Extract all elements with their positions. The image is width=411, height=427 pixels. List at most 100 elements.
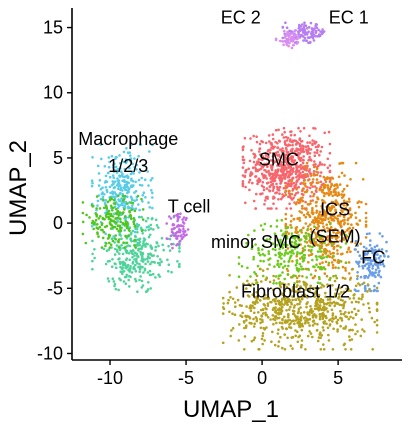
scatter-point: [245, 319, 248, 322]
scatter-point: [285, 295, 288, 299]
scatter-point: [274, 160, 278, 163]
scatter-point: [261, 228, 265, 231]
scatter-point: [285, 139, 289, 142]
scatter-point: [338, 303, 342, 307]
scatter-point: [315, 26, 319, 30]
scatter-point: [112, 202, 116, 205]
scatter-point: [268, 140, 271, 143]
scatter-point: [143, 178, 147, 181]
scatter-point: [312, 238, 316, 242]
scatter-point: [306, 186, 309, 189]
scatter-point: [337, 266, 340, 270]
scatter-point: [368, 257, 371, 261]
scatter-point: [311, 258, 314, 262]
scatter-point: [387, 255, 390, 258]
scatter-point: [312, 174, 316, 177]
scatter-point: [146, 271, 150, 274]
scatter-point: [125, 226, 129, 229]
scatter-point: [249, 309, 253, 313]
scatter-point: [157, 273, 160, 277]
scatter-point: [148, 150, 151, 153]
scatter-point: [119, 184, 122, 187]
scatter-point: [272, 202, 275, 205]
scatter-point: [321, 222, 325, 225]
scatter-point: [237, 339, 241, 342]
scatter-point: [149, 179, 153, 182]
scatter-point: [125, 182, 129, 186]
scatter-point: [118, 174, 121, 177]
scatter-point: [266, 316, 270, 319]
scatter-point: [272, 274, 275, 278]
scatter-point: [313, 322, 317, 325]
scatter-point: [363, 330, 366, 333]
scatter-point: [271, 314, 275, 317]
scatter-point: [101, 198, 105, 201]
scatter-point: [359, 242, 363, 246]
scatter-point: [332, 201, 335, 204]
scatter-point: [313, 292, 316, 295]
scatter-point: [273, 315, 277, 318]
scatter-point: [139, 143, 143, 146]
scatter-point: [258, 179, 261, 183]
scatter-point: [314, 23, 318, 26]
scatter-point: [269, 318, 272, 321]
scatter-point: [298, 201, 302, 204]
scatter-point: [88, 216, 91, 219]
scatter-point: [353, 307, 356, 311]
scatter-point: [131, 252, 135, 256]
scatter-point: [360, 318, 364, 321]
scatter-point: [251, 293, 255, 297]
scatter-point: [323, 302, 326, 306]
scatter-point: [279, 285, 283, 289]
scatter-point: [299, 147, 303, 150]
scatter-point: [320, 234, 324, 238]
scatter-point: [299, 167, 303, 171]
scatter-point: [113, 284, 116, 288]
scatter-point: [364, 287, 367, 291]
scatter-point: [260, 172, 264, 176]
scatter-point: [319, 256, 323, 260]
scatter-point: [272, 185, 275, 188]
scatter-point: [91, 259, 94, 263]
scatter-point: [309, 40, 312, 44]
scatter-point: [373, 245, 377, 249]
scatter-point: [94, 218, 98, 222]
scatter-point: [116, 177, 119, 180]
scatter-point: [364, 223, 368, 227]
scatter-point: [294, 143, 298, 146]
scatter-point: [312, 39, 316, 42]
scatter-point: [91, 239, 94, 243]
scatter-point: [252, 325, 256, 328]
scatter-point: [269, 148, 272, 151]
scatter-point: [141, 193, 145, 197]
scatter-point: [284, 251, 287, 255]
scatter-point: [107, 248, 111, 251]
scatter-point: [140, 176, 143, 180]
scatter-point: [341, 190, 345, 193]
scatter-point: [280, 243, 283, 246]
scatter-point: [278, 282, 281, 285]
scatter-point: [133, 199, 136, 203]
scatter-point: [334, 316, 338, 320]
scatter-point: [108, 259, 111, 263]
scatter-point: [345, 250, 349, 254]
scatter-point: [153, 261, 156, 264]
scatter-point: [310, 307, 313, 311]
scatter-point: [360, 201, 363, 204]
scatter-point: [114, 287, 118, 291]
scatter-point: [117, 238, 121, 241]
scatter-point: [133, 157, 136, 160]
scatter-point: [263, 339, 266, 342]
scatter-point: [336, 219, 340, 223]
scatter-point: [311, 178, 315, 181]
scatter-point: [108, 246, 112, 249]
scatter-point: [133, 209, 137, 213]
scatter-point: [334, 266, 337, 269]
scatter-point: [275, 225, 279, 228]
scatter-point: [342, 199, 346, 202]
scatter-point: [314, 240, 318, 244]
scatter-point: [255, 290, 258, 294]
scatter-point: [279, 274, 282, 277]
scatter-point: [255, 317, 259, 321]
scatter-point: [357, 297, 361, 300]
